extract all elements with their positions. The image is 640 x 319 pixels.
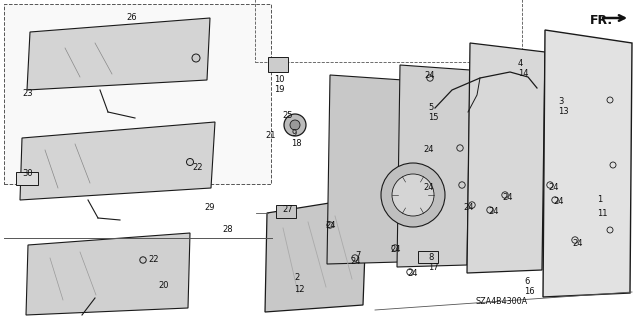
Text: 5: 5 [428, 102, 433, 112]
Text: 24: 24 [424, 70, 435, 79]
Bar [4, 4, 271, 184]
Circle shape [192, 54, 200, 62]
Text: 27: 27 [282, 205, 292, 214]
Text: 24: 24 [488, 207, 499, 217]
Bar [255, 0, 522, 62]
Text: 18: 18 [291, 138, 301, 147]
Circle shape [140, 257, 146, 263]
Polygon shape [467, 43, 545, 273]
Text: 12: 12 [294, 286, 305, 294]
Text: 28: 28 [222, 226, 232, 234]
Text: 1: 1 [597, 196, 602, 204]
Text: 24: 24 [553, 197, 563, 206]
Text: 10: 10 [274, 75, 285, 84]
Bar [16, 172, 38, 185]
Bar [418, 251, 438, 263]
Text: 8: 8 [428, 253, 433, 262]
Text: 17: 17 [428, 263, 438, 271]
Text: 4: 4 [518, 58, 524, 68]
Text: 22: 22 [192, 164, 202, 173]
Text: 25: 25 [282, 112, 292, 121]
Text: 23: 23 [22, 88, 33, 98]
Text: 24: 24 [502, 192, 513, 202]
Text: 6: 6 [524, 277, 529, 286]
Text: 24: 24 [463, 203, 474, 211]
Text: 16: 16 [524, 286, 534, 295]
Circle shape [186, 159, 193, 166]
Circle shape [290, 120, 300, 130]
Polygon shape [327, 75, 403, 264]
Polygon shape [543, 30, 632, 297]
Text: 24: 24 [350, 256, 360, 265]
Polygon shape [26, 233, 190, 315]
Text: 11: 11 [597, 209, 607, 218]
Text: 22: 22 [148, 256, 159, 264]
Text: 13: 13 [558, 107, 568, 115]
Bar [268, 57, 288, 72]
Text: 19: 19 [274, 85, 285, 93]
Text: 29: 29 [204, 203, 214, 211]
Circle shape [392, 174, 434, 216]
Polygon shape [20, 122, 215, 200]
Text: 9: 9 [291, 129, 296, 137]
Circle shape [381, 163, 445, 227]
Text: 15: 15 [428, 113, 438, 122]
Text: 24: 24 [423, 145, 433, 154]
Text: 24: 24 [390, 244, 401, 254]
Polygon shape [27, 18, 210, 90]
Text: 3: 3 [558, 97, 563, 106]
Text: FR.: FR. [590, 14, 613, 27]
Text: 24: 24 [325, 220, 335, 229]
Polygon shape [397, 65, 470, 267]
Circle shape [284, 114, 306, 136]
Text: 24: 24 [572, 239, 582, 248]
Text: 30: 30 [22, 168, 33, 177]
Text: 24: 24 [423, 182, 433, 191]
Text: 7: 7 [355, 250, 360, 259]
Text: 20: 20 [158, 280, 168, 290]
Text: 2: 2 [294, 273, 300, 283]
Text: 14: 14 [518, 69, 529, 78]
Text: 26: 26 [126, 13, 136, 23]
Text: 21: 21 [265, 131, 275, 140]
Bar [276, 205, 296, 218]
Polygon shape [265, 197, 367, 312]
Text: 24: 24 [548, 182, 559, 191]
Text: SZA4B4300A: SZA4B4300A [476, 298, 528, 307]
Text: 24: 24 [407, 269, 417, 278]
